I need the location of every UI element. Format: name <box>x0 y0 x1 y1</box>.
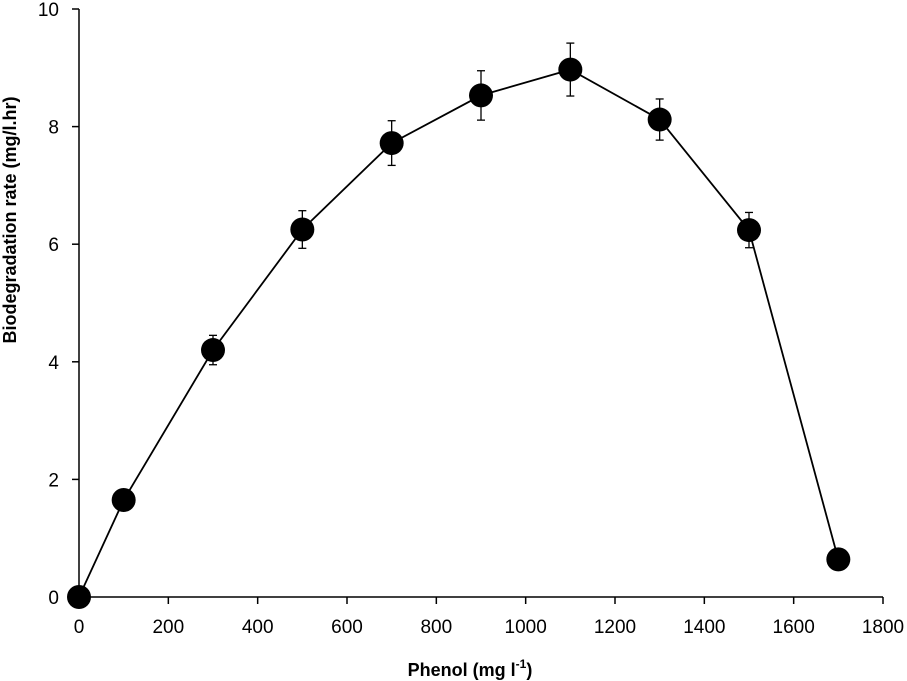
x-tick-label: 1200 <box>594 617 636 638</box>
y-tick-label: 4 <box>48 353 59 374</box>
x-axis-title: Phenol (mg l-1) <box>408 657 533 680</box>
x-tick-label: 600 <box>331 617 363 638</box>
y-axis-title: Biodegradation rate (mg/l.hr) <box>0 96 20 343</box>
y-tick-label: 2 <box>48 470 59 491</box>
x-axis-ticks: 0 200 400 600 800 1000 1200 1400 1600 1800 <box>74 597 904 638</box>
x-tick-label: 1800 <box>862 617 904 638</box>
y-tick-label: 0 <box>48 588 59 609</box>
x-tick-label: 1000 <box>505 617 547 638</box>
x-axis-title-suffix: ) <box>526 660 532 680</box>
data-point <box>737 218 761 243</box>
data-point <box>290 217 315 242</box>
data-point <box>647 107 672 132</box>
data-point <box>379 131 404 156</box>
axes <box>78 9 883 598</box>
x-tick-label: 0 <box>74 617 85 638</box>
x-axis-title-superscript: -1 <box>516 657 527 671</box>
x-tick-label: 1400 <box>683 617 725 638</box>
x-tick-label: 200 <box>152 617 184 638</box>
y-axis-ticks: 0 2 4 6 8 10 <box>38 0 79 609</box>
x-tick-label: 1600 <box>773 617 815 638</box>
y-tick-label: 8 <box>48 118 59 139</box>
data-point <box>67 585 91 609</box>
data-point <box>201 338 225 363</box>
y-tick-label: 10 <box>38 0 59 21</box>
data-point <box>111 487 136 512</box>
data-series <box>67 42 851 609</box>
x-tick-label: 400 <box>242 617 274 638</box>
data-point <box>558 57 583 82</box>
y-tick-label: 6 <box>48 235 59 256</box>
x-tick-label: 800 <box>420 617 452 638</box>
data-point <box>826 547 851 572</box>
series-line <box>78 68 840 598</box>
data-point <box>469 83 493 108</box>
